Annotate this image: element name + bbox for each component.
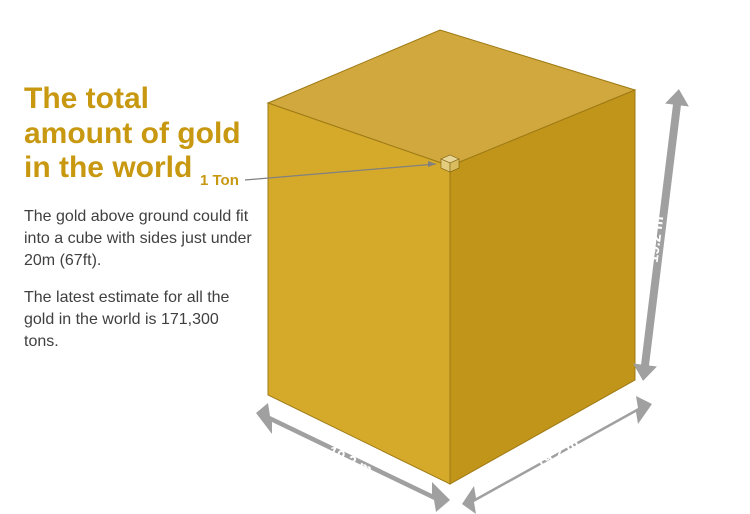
paragraph-2: The latest estimate for all the gold in … xyxy=(24,287,254,354)
dim-label-bottom-right: 19.2 m xyxy=(533,435,582,473)
dim-label-left: 19.2 m xyxy=(325,443,374,479)
text-block: The total amount of gold in the world Th… xyxy=(24,82,254,368)
small-cube xyxy=(441,155,459,172)
dim-label-right: 19.2 m xyxy=(645,215,668,263)
cube-figure: 19.2 m 19.2 m 19.2 m xyxy=(230,0,750,514)
dim-arrow-right: 19.2 m xyxy=(630,88,691,383)
title: The total amount of gold in the world xyxy=(24,82,254,186)
cube-left-face xyxy=(268,103,450,484)
paragraph-1: The gold above ground could fit into a c… xyxy=(24,206,254,273)
